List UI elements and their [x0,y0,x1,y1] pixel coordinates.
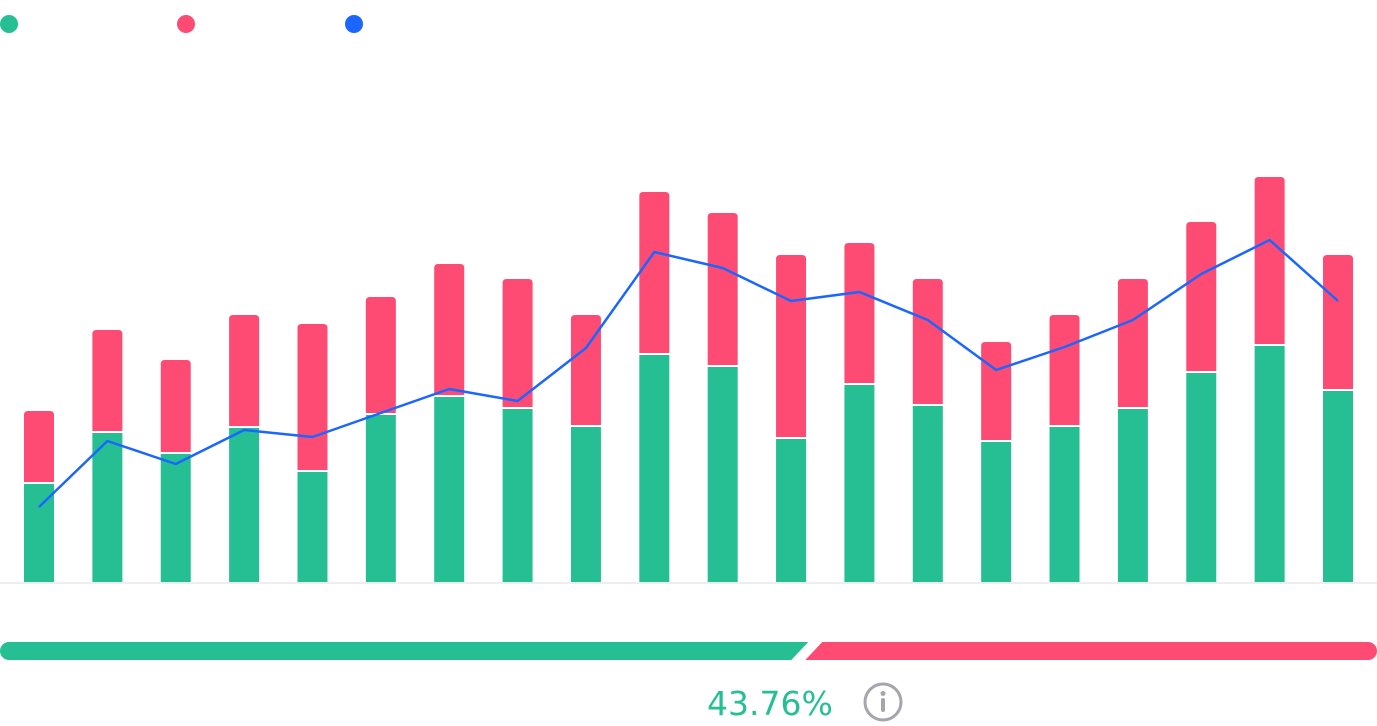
bar-series-1 [707,367,738,582]
bar-series-1 [912,406,943,582]
stacked-bar-line-chart [0,177,1377,660]
bar-series-1 [502,409,533,582]
bar-series-1 [365,415,396,582]
progress-left-segment [0,642,809,660]
bar-series-1 [844,385,875,582]
bar-series-2 [365,297,396,413]
bar-series-1 [1323,391,1353,582]
bar-series-2 [434,264,465,395]
bar-series-1 [297,472,328,582]
bar-series-2 [570,315,601,425]
bar-series-1 [570,427,601,582]
line-series-3 [38,238,1339,508]
bar-series-1 [1117,409,1148,582]
legend-dot-series-1[interactable] [0,15,18,33]
legend-dot-series-2[interactable] [177,15,195,33]
bar-series-2 [502,279,533,407]
bar-series-1 [981,442,1012,582]
bar-series-2 [981,342,1012,440]
info-icon[interactable] [863,682,903,722]
bar-series-2 [229,315,260,426]
bar-series-1 [1186,373,1217,582]
bar-series-2 [1254,177,1285,344]
bar-series-1 [24,484,54,582]
bar-series-2 [1049,315,1080,425]
progress-right-segment [805,642,1377,660]
bar-series-1 [434,397,465,582]
bar-series-2 [297,324,328,470]
bar-series-2 [707,213,738,365]
bar-series-2 [1117,279,1148,407]
bar-series-2 [1186,222,1217,371]
bar-series-2 [912,279,943,404]
bar-series-2 [844,243,875,383]
legend-dot-series-3[interactable] [345,15,363,33]
bar-series-1 [1049,427,1080,582]
bar-series-2 [92,330,123,431]
bar-series-2 [1323,255,1353,389]
bar-series-2 [776,255,807,437]
bar-series-1 [776,439,807,582]
bar-series-1 [160,454,191,582]
bar-series-2 [639,192,670,353]
bar-series-1 [92,433,123,582]
percent-value: 43.76% [707,684,833,723]
bar-series-1 [229,428,260,582]
bar-series-2 [24,411,54,482]
bar-series-2 [160,360,191,452]
bar-series-1 [639,355,670,582]
bar-series-1 [1254,346,1285,582]
